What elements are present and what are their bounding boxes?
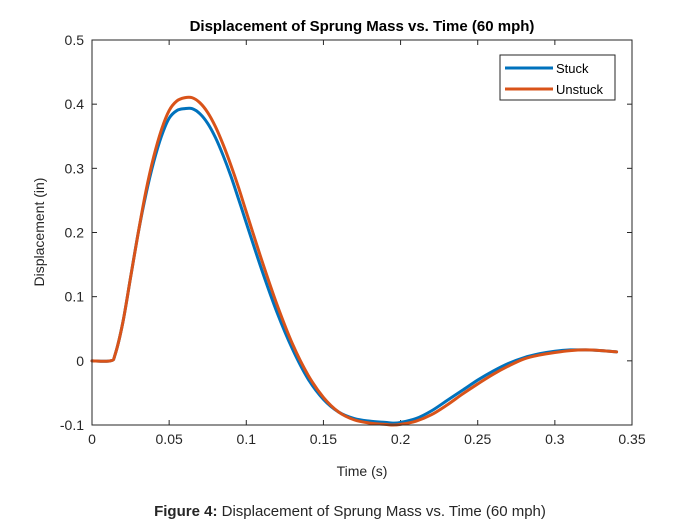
y-tick-label: 0.5 [65, 32, 85, 48]
ticks-layer: 0 0.05 0.1 0.15 0.2 0.25 0.3 0.35-0.100.10.20.3… [60, 32, 646, 447]
y-tick-label: -0.1 [60, 417, 84, 433]
y-tick-label: 0 [76, 353, 84, 369]
y-tick-label: 0.3 [65, 160, 85, 176]
x-tick-label: 0.1 [237, 431, 257, 447]
caption-text: Displacement of Sprung Mass vs. Time (60… [217, 503, 546, 520]
plot-area [92, 40, 632, 425]
y-tick-label: 0.4 [65, 96, 85, 112]
x-tick-label: 0.3 [545, 431, 565, 447]
x-tick-label: 0.15 [310, 431, 337, 447]
y-tick-label: 0.2 [65, 225, 85, 241]
chart: 0 0.05 0.1 0.15 0.2 0.25 0.3 0.35-0.100.10.20.3… [31, 18, 646, 479]
series-line-unstuck [90, 95, 619, 427]
x-tick-label: 0.35 [618, 431, 645, 447]
legend-box [499, 54, 616, 101]
figure-caption: Figure 4: Displacement of Sprung Mass vs… [0, 503, 700, 520]
caption-label: Figure 4: [154, 503, 218, 520]
series-layer [90, 95, 619, 427]
x-axis-label: Time (s) [337, 463, 388, 479]
legend-label-unstuck: Unstuck [556, 82, 603, 97]
legend: Stuck Unstuck [499, 54, 616, 101]
y-tick-label: 0.1 [65, 289, 85, 305]
y-axis-label: Displacement (in) [31, 178, 47, 287]
plot-frame [91, 39, 633, 426]
chart-title: Displacement of Sprung Mass vs. Time (60… [190, 18, 535, 35]
x-tick-label: 0 [88, 431, 96, 447]
legend-label-stuck: Stuck [556, 61, 589, 76]
x-tick-label: 0.05 [156, 431, 183, 447]
x-tick-label: 0.25 [464, 431, 491, 447]
x-tick-label: 0.2 [391, 431, 411, 447]
